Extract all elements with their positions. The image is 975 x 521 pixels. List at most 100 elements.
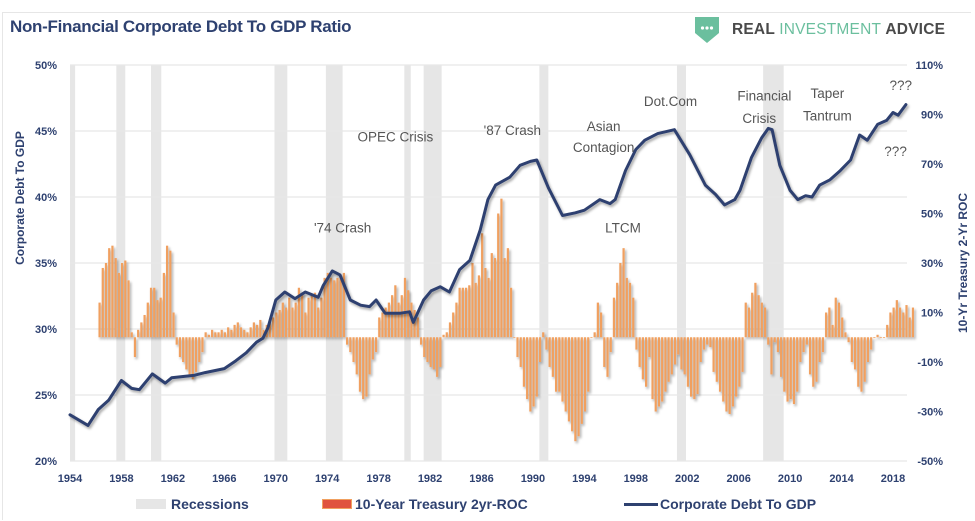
roc-bar xyxy=(272,317,275,338)
roc-bar xyxy=(744,302,747,338)
roc-bar xyxy=(632,297,635,338)
roc-bars xyxy=(98,198,915,442)
roc-bar xyxy=(635,337,638,350)
roc-bar xyxy=(120,263,124,338)
right-y-tick-label: -10% xyxy=(917,357,943,369)
brand-name: REAL INVESTMENT ADVICE xyxy=(732,21,945,39)
roc-bar xyxy=(455,302,458,338)
roc-bar xyxy=(317,307,320,338)
roc-bar xyxy=(439,337,442,367)
x-tick-label: 2010 xyxy=(778,473,802,485)
legend-item-treasury-roc: 10-Year Treasury 2yr-ROC xyxy=(322,496,528,512)
roc-bar xyxy=(169,250,172,338)
roc-bar xyxy=(799,337,802,362)
roc-bar xyxy=(323,277,326,338)
legend-item-debt-to-gdp: Corporate Debt To GDP xyxy=(624,496,816,512)
roc-bar xyxy=(590,337,593,339)
roc-bar xyxy=(651,337,654,400)
brand-logo: REAL INVESTMENT ADVICE xyxy=(694,16,945,44)
roc-bar xyxy=(371,337,374,360)
roc-bar xyxy=(339,275,342,338)
roc-bar xyxy=(706,337,709,345)
chart-title: Non-Financial Corporate Debt To GDP Rati… xyxy=(10,17,352,36)
roc-bar xyxy=(902,312,905,338)
roc-bar xyxy=(754,282,757,338)
roc-bar xyxy=(474,282,477,338)
roc-bar xyxy=(201,337,204,353)
roc-bar xyxy=(329,277,333,338)
roc-bar xyxy=(731,337,735,407)
roc-bar xyxy=(850,337,853,362)
roc-bar xyxy=(860,337,863,392)
roc-bar xyxy=(892,307,895,338)
roc-bar xyxy=(403,277,407,338)
roc-bar xyxy=(760,302,763,338)
roc-bar xyxy=(278,310,281,338)
roc-bar xyxy=(268,322,272,338)
roc-bar xyxy=(223,332,227,338)
roc-bar xyxy=(516,337,519,358)
roc-bar xyxy=(677,337,680,355)
x-tick-label: 1966 xyxy=(212,473,236,485)
roc-bar xyxy=(558,337,561,392)
roc-bar xyxy=(879,337,882,339)
roc-bar xyxy=(416,317,419,338)
x-tick-label: 1958 xyxy=(109,473,133,485)
roc-bar xyxy=(484,267,487,338)
roc-bar xyxy=(567,337,571,422)
roc-bar xyxy=(683,337,686,375)
roc-bar xyxy=(207,334,210,338)
roc-bar xyxy=(715,337,718,382)
roc-bar xyxy=(407,290,410,338)
right-y-tick-label: 110% xyxy=(915,60,943,72)
roc-bar xyxy=(834,297,837,338)
roc-bar xyxy=(571,337,574,432)
roc-bar xyxy=(596,302,599,338)
roc-bar xyxy=(870,337,873,350)
chart-frame xyxy=(2,12,971,520)
roc-bar xyxy=(98,302,101,338)
roc-bar xyxy=(873,337,876,339)
x-tick-label: 2006 xyxy=(726,473,750,485)
roc-bar xyxy=(111,245,114,338)
roc-bar xyxy=(564,337,567,412)
brand-word-real: REAL xyxy=(732,21,780,38)
roc-bar xyxy=(114,258,117,338)
right-y-tick-label: 50% xyxy=(921,209,943,221)
roc-bar xyxy=(751,292,754,338)
roc-bar xyxy=(670,337,673,375)
roc-bar xyxy=(619,263,622,338)
roc-bar xyxy=(490,253,493,338)
roc-bar xyxy=(622,248,625,338)
right-y-tick-label: 30% xyxy=(921,258,943,270)
roc-bar xyxy=(789,337,792,400)
legend-swatch-recessions xyxy=(136,499,166,509)
annotation-label: Crisis xyxy=(742,111,776,126)
roc-bar xyxy=(175,337,178,345)
roc-bar xyxy=(853,337,857,370)
annotation-label: Asian xyxy=(587,119,621,134)
roc-bar xyxy=(246,332,249,338)
roc-bar xyxy=(587,337,590,392)
roc-bar xyxy=(326,272,329,338)
roc-bar xyxy=(815,337,818,382)
roc-bar xyxy=(690,337,693,397)
roc-bar xyxy=(882,337,886,339)
roc-bar xyxy=(702,337,706,350)
roc-bar xyxy=(673,337,677,365)
roc-bar xyxy=(423,337,426,358)
roc-bar xyxy=(638,337,641,367)
annotation-label: Dot.Com xyxy=(644,94,697,109)
roc-bar xyxy=(805,337,808,345)
roc-bar xyxy=(117,272,120,338)
left-y-tick-label: 35% xyxy=(35,258,57,270)
roc-bar xyxy=(551,337,554,377)
roc-bar xyxy=(500,198,503,338)
roc-bar xyxy=(574,337,577,442)
roc-bar xyxy=(612,297,616,338)
roc-bar xyxy=(143,314,146,338)
roc-bar xyxy=(577,337,580,437)
roc-bar xyxy=(394,285,397,338)
roc-bar xyxy=(812,337,815,387)
legend-label-treasury-roc: 10-Year Treasury 2yr-ROC xyxy=(355,496,528,512)
